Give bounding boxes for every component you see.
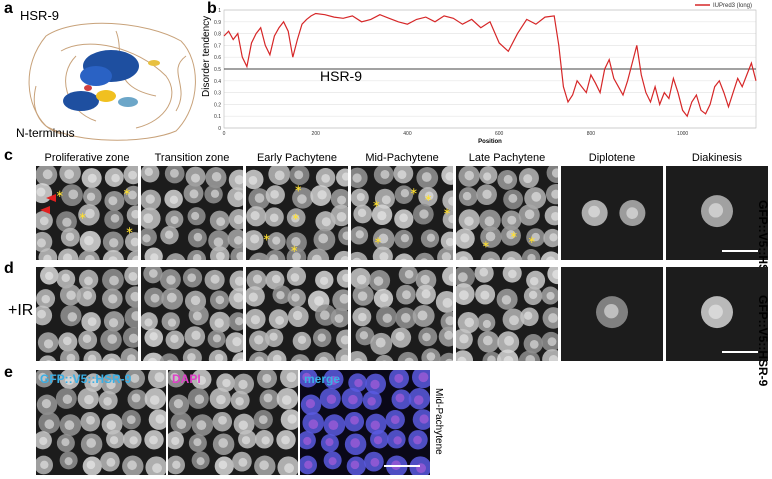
svg-text:∗: ∗ — [528, 235, 536, 246]
n-terminus-label: N-terminus — [16, 126, 75, 140]
panel-b-label: b — [207, 0, 217, 17]
y-tick-label: 0.8 — [214, 32, 221, 38]
svg-text:∗: ∗ — [294, 183, 302, 194]
x-tick-label: 0 — [223, 131, 226, 137]
col-header-mid-pachytene: Mid-Pachytene — [365, 152, 439, 164]
y-tick-label: 1 — [218, 8, 221, 14]
col-header-diakinesis: Diakinesis — [691, 152, 743, 164]
x-tick-label: 1000 — [677, 131, 688, 137]
stage-label-e: Mid-Pachytene — [433, 388, 444, 455]
svg-text:∗: ∗ — [482, 239, 490, 250]
svg-text:∗: ∗ — [292, 212, 300, 223]
chart-inline-label: HSR-9 — [320, 68, 362, 84]
side-label-d: GFP::V5::HSR-9 — [756, 295, 770, 387]
disorder-chart: 0 0.1 0.2 0.3 0.4 0.5 0.6 0.7 0.8 0.9 1 0 200 400 600… — [201, 3, 757, 145]
micrograph-e-gfp — [36, 370, 166, 475]
x-axis-label: Position — [478, 139, 502, 145]
svg-text:∗: ∗ — [372, 199, 380, 210]
y-axis-label: Disorder tendency — [201, 16, 212, 97]
y-tick-label: 0.4 — [214, 79, 221, 85]
treatment-label: +IR — [8, 302, 34, 319]
y-tick-label: 0.1 — [214, 114, 221, 120]
micrograph-d-transition — [141, 267, 243, 361]
x-tick-label: 600 — [495, 131, 504, 137]
micrograph-e-merge — [300, 370, 430, 475]
micrograph-c-diplotene — [561, 166, 663, 260]
col-header-early-pachytene: Early Pachytene — [256, 152, 338, 164]
protein-name-label: HSR-9 — [20, 8, 60, 23]
protein-structure — [28, 22, 196, 141]
svg-text:∗: ∗ — [123, 187, 131, 198]
col-header-transition: Transition zone — [154, 152, 230, 164]
micrograph-e-dapi — [168, 370, 298, 475]
svg-text:∗: ∗ — [290, 244, 298, 255]
panel-a-label: a — [4, 0, 13, 17]
x-tick-label: 200 — [312, 131, 321, 137]
svg-text:∗: ∗ — [263, 232, 271, 243]
col-header-proliferative: Proliferative zone — [44, 152, 130, 164]
micrograph-d-early-pachytene — [246, 267, 348, 361]
chart-grid — [223, 9, 757, 129]
y-tick-label: 0.3 — [214, 91, 221, 97]
micrograph-d-diakinesis — [666, 267, 768, 361]
y-tick-label: 0.7 — [214, 43, 221, 49]
micrograph-d-proliferative — [36, 267, 138, 361]
x-axis-ticks: 0 200 400 600 800 1000 — [223, 131, 689, 137]
micrograph-c-transition — [141, 166, 243, 260]
svg-text:∗: ∗ — [424, 193, 432, 204]
micrograph-d-mid-pachytene — [351, 267, 453, 361]
micrograph-c-mid-pachytene: ∗ ∗ ∗ ∗ ∗ — [351, 166, 453, 260]
y-tick-label: 0 — [218, 126, 221, 132]
col-header-late-pachytene: Late Pachytene — [468, 152, 546, 164]
micrograph-d-late-pachytene — [456, 267, 558, 361]
series-line-iupred3 — [223, 12, 757, 118]
svg-text:∗: ∗ — [410, 186, 418, 197]
micrograph-d-diplotene — [561, 267, 663, 361]
micrograph-c-early-pachytene: ∗ ∗ ∗ ∗ — [246, 166, 348, 260]
channel-label-dapi: DAPI — [172, 372, 201, 386]
panel-c-label: c — [4, 147, 13, 164]
svg-text:∗: ∗ — [56, 189, 64, 200]
svg-text:∗: ∗ — [443, 207, 451, 218]
x-tick-label: 400 — [403, 131, 412, 137]
svg-text:∗: ∗ — [510, 230, 518, 241]
channel-label-gfp: GFP::V5::HSR-9 — [40, 372, 132, 386]
y-tick-label: 0.5 — [214, 67, 221, 73]
micrograph-c-diakinesis — [666, 166, 768, 260]
y-axis-ticks: 0 0.1 0.2 0.3 0.4 0.5 0.6 0.7 0.8 0.9 1 — [214, 8, 221, 132]
y-tick-label: 0.2 — [214, 102, 221, 108]
legend-entry: IUPred3 (long) — [713, 3, 752, 9]
y-tick-label: 0.6 — [214, 55, 221, 61]
svg-text:∗: ∗ — [374, 235, 382, 246]
x-tick-label: 800 — [587, 131, 596, 137]
col-header-diplotene: Diplotene — [588, 152, 636, 164]
svg-text:∗: ∗ — [79, 211, 87, 222]
panel-e-label: e — [4, 364, 13, 381]
channel-label-merge: merge — [304, 372, 341, 386]
y-tick-label: 0.9 — [214, 20, 221, 26]
micrograph-c-late-pachytene: ∗ ∗ ∗ — [456, 166, 558, 260]
svg-text:∗: ∗ — [125, 226, 133, 237]
micrograph-c-proliferative: ∗ ∗ ∗ ∗ — [36, 166, 138, 260]
panel-d-label: d — [4, 260, 14, 277]
